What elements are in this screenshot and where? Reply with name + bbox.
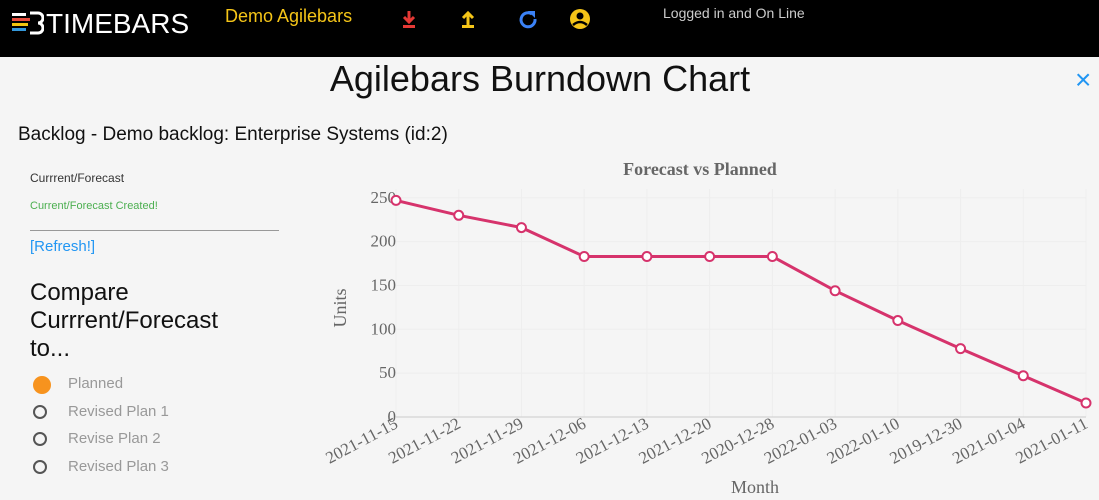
x-tick-label: 2021-01-11 <box>1012 414 1090 468</box>
y-tick-label: 150 <box>371 275 397 294</box>
radio-label[interactable]: Planned <box>68 375 124 392</box>
point <box>453 209 465 221</box>
radio-label[interactable]: Revise Plan 2 <box>68 430 161 447</box>
y-tick-label: 0 <box>388 407 397 426</box>
point <box>1080 397 1092 409</box>
point <box>766 251 778 263</box>
y-axis-label: Units <box>330 288 350 327</box>
radio-label[interactable]: Revised Plan 3 <box>68 457 169 475</box>
upload-icon[interactable] <box>461 10 475 28</box>
point <box>1017 370 1029 382</box>
status: Logged in and On Line <box>663 5 805 21</box>
divider <box>30 230 279 231</box>
app-name[interactable]: Demo Agilebars <box>225 6 353 26</box>
point <box>515 222 527 234</box>
logo-text[interactable]: TIMEBARS <box>46 8 190 39</box>
point <box>829 285 841 297</box>
account-icon[interactable] <box>570 9 590 29</box>
radio-button[interactable] <box>33 404 47 419</box>
radio-button[interactable] <box>33 459 47 474</box>
refresh-link[interactable]: [Refresh!] <box>30 238 96 255</box>
radio-button[interactable] <box>33 376 51 394</box>
point <box>390 194 402 206</box>
logo-icon <box>12 11 44 35</box>
chart: Forecast vs Planned Month Units 0 50 100 15… <box>322 159 1092 497</box>
y-tick-label: 250 <box>371 188 397 207</box>
point <box>704 251 716 263</box>
download-icon[interactable] <box>402 11 416 28</box>
refresh-icon[interactable] <box>519 11 537 29</box>
point <box>892 315 904 327</box>
point <box>578 251 590 263</box>
close-button[interactable]: × <box>1075 64 1092 95</box>
radio-label[interactable]: Revised Plan 1 <box>68 402 169 420</box>
top-bar: TIMEBARS Demo Agilebars Logged in and On… <box>0 0 1099 57</box>
panel-heading: Currrent/Forecast <box>30 171 125 185</box>
y-tick-label: 50 <box>379 363 396 382</box>
chart-title: Forecast vs Planned <box>623 159 777 179</box>
page-title: Agilebars Burndown Chart <box>329 58 751 99</box>
panel-message: Current/Forecast Created! <box>30 200 158 212</box>
line <box>395 198 1087 405</box>
y-tick-label: 200 <box>371 232 397 251</box>
radio-button[interactable] <box>33 432 47 446</box>
toolbar <box>402 9 590 29</box>
point <box>641 251 653 263</box>
backlog-title: Backlog - Demo backlog: Enterprise Syste… <box>18 124 448 145</box>
y-tick-label: 100 <box>371 319 397 338</box>
point <box>955 343 967 355</box>
x-axis-label: Month <box>731 477 779 497</box>
compare-heading: Compare Currrent/Forecast to... <box>30 279 219 362</box>
